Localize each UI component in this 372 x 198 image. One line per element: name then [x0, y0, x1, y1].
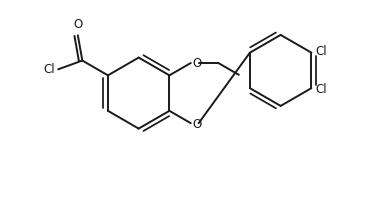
Text: Cl: Cl	[44, 63, 55, 76]
Text: Cl: Cl	[315, 45, 327, 58]
Text: O: O	[193, 118, 202, 131]
Text: O: O	[193, 56, 202, 69]
Text: Cl: Cl	[315, 83, 327, 96]
Text: O: O	[73, 18, 83, 31]
